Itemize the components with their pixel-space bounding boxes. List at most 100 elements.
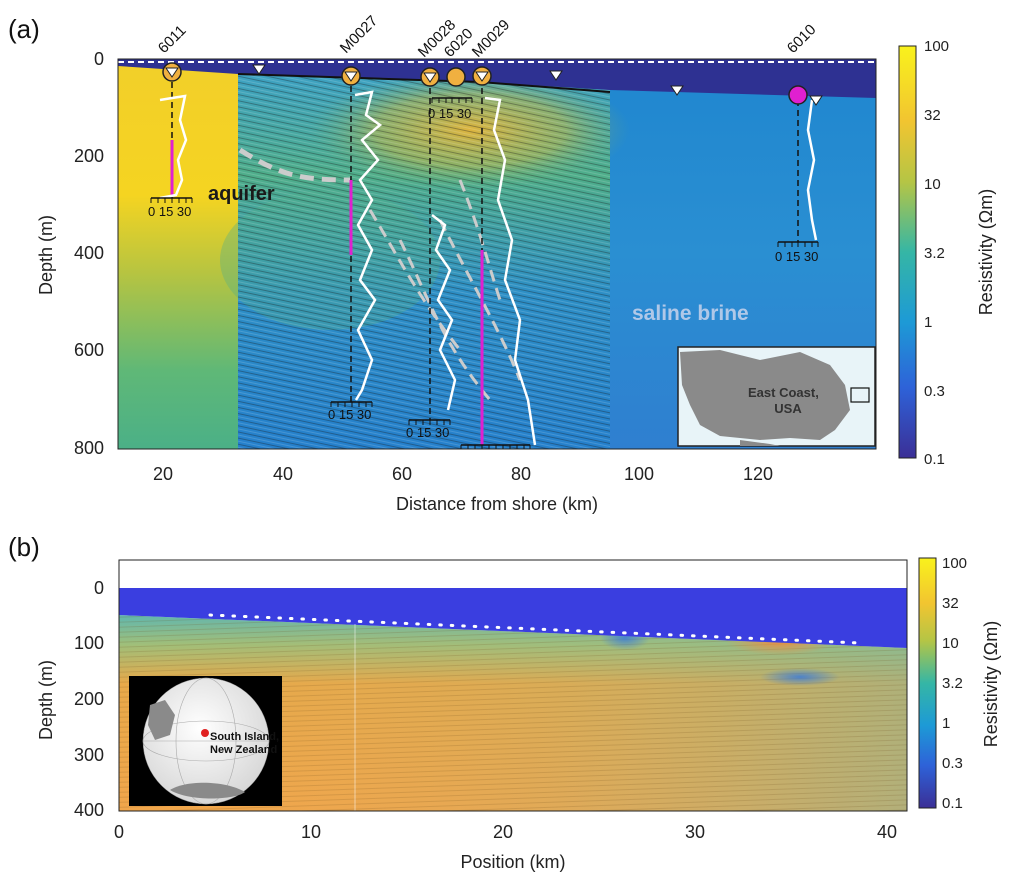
scale-label: 0 15 30 [775,249,818,264]
panel-b-frame [118,559,908,812]
seismic-overlay-b [119,615,907,811]
cbar-tick: 0.3 [942,755,963,772]
y-axis-label: Depth (m) [36,660,56,740]
y-tick-label: 100 [74,633,104,653]
x-tick-label: 60 [392,464,412,484]
well-label-m0027: M0027 [337,12,381,56]
ocean-layer-b [119,588,907,648]
x-axis-label: Distance from shore (km) [396,494,598,514]
cbar-tick: 100 [942,555,967,572]
log-6011 [159,94,188,200]
cbar-tick: 1 [942,715,950,732]
horizon-4 [438,219,522,381]
panel-b-heatmap: South Island, New Zealand [119,560,907,811]
log-6010 [806,99,818,241]
scale-m0029 [460,444,531,449]
panel-b-xaxis: 0 10 20 30 40 Position (km) [114,822,897,872]
x-tick-label: 80 [511,464,531,484]
panel-a-xaxis: 20 40 60 80 100 120 Distance from shore … [153,464,773,514]
y-tick-label: 400 [74,800,104,820]
horizon-1 [238,147,351,183]
inset-label-line1: East Coast, [748,385,819,400]
triangle-icon [475,71,489,82]
y-tick-label: 800 [74,438,104,458]
cbar-tick: 0.1 [924,451,945,468]
panel-a-label: (a) [8,14,40,44]
log-m0029 [484,96,537,446]
brine-label: saline brine [632,302,749,325]
y-tick-label: 400 [74,243,104,263]
cbar-tick: 3.2 [942,675,963,692]
x-tick-label: 10 [301,822,321,842]
inset-label-line2: USA [774,401,802,416]
x-tick-label: 20 [153,464,173,484]
triangle-icon [423,72,437,83]
scale-label: 0 15 30 [328,407,371,422]
colorbar-label: Resistivity (Ωm) [976,189,996,315]
x-tick-label: 120 [743,464,773,484]
well-6010-marker [788,85,808,105]
well-label-6010: 6010 [784,21,820,57]
scale-label: 0 15 30 [406,425,449,440]
triangle-icon [344,71,358,82]
colorbar-label: Resistivity (Ωm) [981,621,1001,747]
colorbar-b: 100 32 10 3.2 1 0.3 0.1 Resistivity (Ωm) [918,555,1001,812]
x-tick-label: 30 [685,822,705,842]
inset-map-usa: East Coast, USA [677,346,876,447]
inset-globe-nz: South Island, New Zealand [129,676,282,806]
cbar-tick: 1 [924,314,932,331]
y-tick-label: 0 [94,578,104,598]
x-tick-label: 40 [877,822,897,842]
panel-a-frame [117,58,877,450]
cbar-tick: 100 [924,38,949,55]
triangle-icon [165,67,179,78]
scale-m0027: 0 15 30 [328,401,373,422]
y-axis-label: Depth (m) [36,215,56,295]
globe-label-line2: New Zealand [210,744,277,756]
log-m0027 [354,90,383,401]
receiver-line [208,613,862,645]
cbar-tick: 10 [942,635,959,652]
x-tick-label: 100 [624,464,654,484]
triangle-icon [252,64,266,75]
horizon-2 [368,209,462,351]
inset-highlight-box [850,387,870,403]
y-tick-label: 200 [74,689,104,709]
panel-a-heatmap: 0 15 30 0 15 30 0 15 30 0 15 30 0 15 30 … [118,59,876,449]
cbar-tick: 0.3 [924,383,945,400]
triangle-icon [549,70,563,81]
well-6020-marker [446,67,466,87]
colorbar-a: 100 32 10 3.2 1 0.3 0.1 Resistivity (Ωm) [898,38,996,468]
triangle-icon [809,95,823,106]
y-tick-label: 0 [94,49,104,69]
cbar-tick: 10 [924,176,941,193]
cbar-tick: 0.1 [942,795,963,812]
well-label-6011: 6011 [155,22,190,57]
globe-label-line1: South Island, [210,731,279,743]
y-tick-label: 600 [74,340,104,360]
y-tick-label: 200 [74,146,104,166]
horizon-5 [458,179,502,301]
scale-6010: 0 15 30 [775,241,819,264]
x-tick-label: 20 [493,822,513,842]
aquifer-zone [118,59,238,449]
ocean-layer [118,59,876,98]
panel-a-yaxis: 0 200 400 600 800 Depth (m) [36,49,104,458]
scale-6011: 0 15 30 [148,197,193,219]
panel-b-label: (b) [8,532,40,562]
log-m0028 [431,214,457,411]
scale-label: 0 15 30 [428,106,471,121]
horizon-3 [398,239,492,401]
location-marker [201,729,209,737]
scale-m0028: 0 15 30 [406,419,451,440]
cbar-tick: 3.2 [924,245,945,262]
x-tick-label: 0 [114,822,124,842]
scale-label: 0 15 30 [148,204,191,219]
scale-6020: 0 15 30 [428,97,473,121]
x-axis-label: Position (km) [460,852,565,872]
cbar-tick: 32 [924,107,941,124]
seismic-overlay [238,70,610,449]
conductor-2 [760,668,840,686]
panel-b-yaxis: 0 100 200 300 400 Depth (m) [36,578,104,820]
